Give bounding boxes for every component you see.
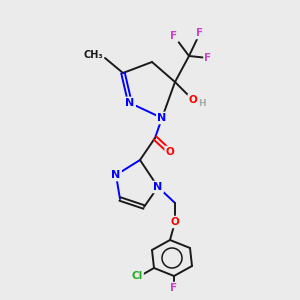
Text: F: F bbox=[170, 31, 178, 41]
Text: O: O bbox=[171, 217, 179, 227]
Text: N: N bbox=[125, 98, 135, 108]
Text: O: O bbox=[166, 147, 174, 157]
Text: N: N bbox=[111, 170, 121, 180]
Text: O: O bbox=[189, 95, 197, 105]
Text: N: N bbox=[158, 113, 166, 123]
Text: N: N bbox=[153, 182, 163, 192]
Text: F: F bbox=[204, 53, 211, 63]
Text: F: F bbox=[196, 28, 204, 38]
Text: Cl: Cl bbox=[131, 271, 142, 281]
Text: CH₃: CH₃ bbox=[83, 50, 103, 60]
Text: F: F bbox=[170, 283, 178, 293]
Text: H: H bbox=[198, 98, 206, 107]
